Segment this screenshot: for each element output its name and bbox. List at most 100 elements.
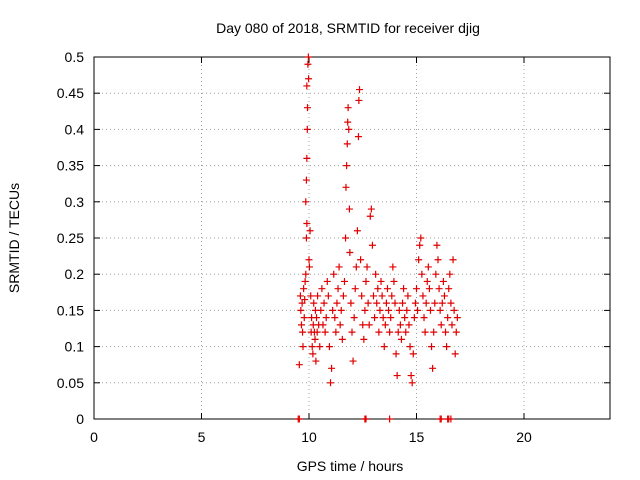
data-point: [428, 343, 436, 351]
data-point: [426, 306, 434, 314]
data-point: [419, 292, 427, 300]
tick-labels: 0 5 10 15 20 0 0.05 0.1 0.15 0.2 0.25 0.3 0.35 0.4 0.4…: [57, 49, 532, 445]
data-point: [435, 285, 443, 293]
plot-frame: [93, 56, 611, 420]
data-point: [329, 306, 337, 314]
data-point: [395, 306, 403, 314]
data-point: [312, 357, 320, 365]
data-point: [357, 256, 365, 264]
data-point: [313, 328, 321, 336]
axis-ticks: [93, 56, 610, 420]
data-point: [305, 75, 313, 83]
y-tick-label: 0.5: [65, 49, 85, 65]
data-point: [415, 256, 423, 264]
data-point: [373, 299, 381, 307]
data-point: [364, 299, 372, 307]
data-point: [332, 328, 340, 336]
data-point: [324, 292, 332, 300]
data-point: [299, 328, 307, 336]
data-point: [449, 256, 457, 264]
data-point: [345, 125, 353, 133]
y-tick-label: 0.4: [65, 121, 85, 137]
data-point: [430, 328, 438, 336]
data-point: [302, 176, 310, 184]
data-point: [353, 227, 361, 235]
data-point: [445, 285, 453, 293]
data-point: [362, 415, 370, 423]
data-point: [346, 248, 354, 256]
data-point: [362, 277, 370, 285]
data-point: [319, 321, 327, 329]
data-point: [303, 82, 311, 90]
data-point: [434, 256, 442, 264]
data-point: [448, 321, 456, 329]
data-point: [342, 183, 350, 191]
data-point: [303, 104, 311, 112]
data-point: [301, 296, 309, 304]
data-point: [437, 321, 445, 329]
data-point: [302, 234, 310, 242]
data-point: [414, 306, 422, 314]
data-point: [344, 104, 352, 112]
data-point: [392, 350, 400, 358]
data-point: [376, 306, 384, 314]
data-point: [302, 198, 310, 206]
data-point: [391, 299, 399, 307]
data-point: [318, 285, 326, 293]
data-point: [379, 314, 387, 322]
data-point: [442, 328, 450, 336]
data-point: [408, 379, 416, 387]
data-point: [371, 314, 379, 322]
data-point: [399, 299, 407, 307]
data-point: [348, 328, 356, 336]
data-point: [374, 285, 382, 293]
data-point: [446, 270, 454, 278]
data-point: [295, 415, 303, 423]
data-point: [437, 415, 445, 423]
data-point: [325, 343, 333, 351]
data-point: [335, 263, 343, 271]
data-point: [354, 133, 362, 141]
data-point: [404, 292, 412, 300]
data-point: [366, 212, 374, 220]
data-point: [372, 270, 380, 278]
data-point: [356, 86, 364, 94]
data-point: [305, 256, 313, 264]
data-point: [350, 314, 358, 322]
x-tick-label: 5: [198, 429, 206, 445]
data-point: [308, 343, 316, 351]
data-point: [316, 343, 324, 351]
data-point: [388, 292, 396, 300]
data-point: [296, 292, 304, 300]
data-point: [311, 335, 319, 343]
data-point: [314, 292, 322, 300]
data-point: [339, 292, 347, 300]
data-point: [389, 263, 397, 271]
data-point: [355, 96, 363, 104]
data-point: [328, 364, 336, 372]
data-point: [387, 314, 395, 322]
data-point: [380, 343, 388, 351]
data-point: [402, 328, 410, 336]
data-point: [310, 299, 318, 307]
data-point: [452, 328, 460, 336]
data-point: [344, 118, 352, 126]
data-point: [352, 263, 360, 271]
data-point: [367, 205, 375, 213]
data-point: [303, 220, 311, 228]
data-point: [304, 53, 312, 61]
data-point: [300, 285, 308, 293]
data-point: [302, 270, 310, 278]
data-point: [444, 314, 452, 322]
data-points: [294, 53, 461, 423]
data-point: [417, 234, 425, 242]
data-point: [303, 125, 311, 133]
data-point: [390, 277, 398, 285]
data-point: [349, 357, 357, 365]
data-point: [300, 314, 308, 322]
y-tick-label: 0.25: [57, 230, 84, 246]
data-point: [405, 321, 413, 329]
y-tick-label: 0.45: [57, 85, 84, 101]
data-point: [342, 234, 350, 242]
data-point: [340, 277, 348, 285]
